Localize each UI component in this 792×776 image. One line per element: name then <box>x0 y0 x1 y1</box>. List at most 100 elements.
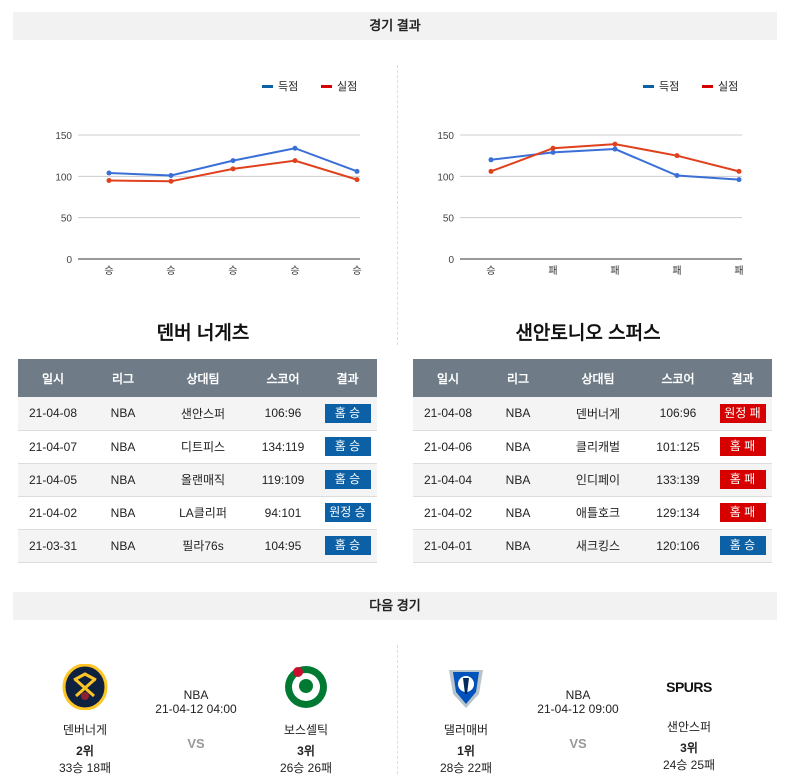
team-name: 보스셀틱 <box>283 723 329 737</box>
table-row[interactable]: 21-04-08 NBA 샌안스퍼 106:96 홈 승 <box>18 397 377 431</box>
cell: NBA <box>483 496 553 530</box>
data-point <box>612 141 618 147</box>
cell: 134:119 <box>248 430 318 464</box>
cell: NBA <box>483 529 553 563</box>
y-tick-label: 50 <box>61 214 73 225</box>
result-badge: 홈 패 <box>719 437 766 456</box>
cell: 애틀호크 <box>553 496 643 530</box>
column-header: 상대팀 <box>158 359 248 397</box>
data-point <box>168 173 174 179</box>
result-badge: 홈 승 <box>324 536 371 555</box>
column-header: 스코어 <box>248 359 318 397</box>
cell: NBA <box>88 430 158 464</box>
result-badge: 홈 승 <box>324 470 371 489</box>
cell: 119:109 <box>248 463 318 497</box>
data-point <box>354 177 360 183</box>
data-point <box>550 145 556 151</box>
divider <box>397 65 398 345</box>
data-point <box>674 173 680 179</box>
x-tick-label: 승 <box>352 265 361 277</box>
team-name: 댈러매버 <box>443 723 489 737</box>
cell: LA클리퍼 <box>158 496 248 530</box>
table-row[interactable]: 21-04-02 NBA LA클리퍼 94:101 원정 승 <box>18 496 377 530</box>
table-header: 일시 리그 상대팀 스코어 결과 <box>18 359 377 397</box>
cell: 21-04-06 <box>413 430 483 464</box>
vs-label: VS <box>187 736 205 751</box>
cell: 홈 승 <box>318 397 377 431</box>
cell: 133:139 <box>643 463 713 497</box>
result-badge: 원정 승 <box>324 503 371 522</box>
table-row[interactable]: 21-04-02 NBA 애틀호크 129:134 홈 패 <box>413 496 772 530</box>
legend-scored: 득점 <box>659 80 679 93</box>
x-tick-label: 패 <box>672 265 681 277</box>
cell: 120:106 <box>643 529 713 563</box>
team-record: 28승 22패 <box>439 761 493 775</box>
result-badge: 홈 승 <box>719 536 766 555</box>
column-header: 리그 <box>88 359 158 397</box>
cell: 21-03-31 <box>18 529 88 563</box>
cell: 106:96 <box>643 397 713 431</box>
game-info: NBA 21-04-12 04:00 VS <box>141 688 251 751</box>
result-badge: 홈 승 <box>324 403 371 423</box>
team-away[interactable]: SPURS 샌안스퍼 3위 24승 25패 <box>644 664 734 773</box>
y-tick-label: 150 <box>55 131 72 142</box>
legend-conceded-icon <box>702 85 713 88</box>
column-header: 일시 <box>413 359 483 397</box>
cell: NBA <box>483 463 553 497</box>
team-away[interactable]: 보스셀틱 3위 26승 26패 <box>261 664 351 776</box>
data-point <box>612 146 618 152</box>
celtics-logo-icon <box>285 666 327 708</box>
result-badge: 홈 패 <box>719 503 766 522</box>
cell: NBA <box>88 397 158 431</box>
team-home[interactable]: 댈러매버 1위 28승 22패 <box>421 664 511 776</box>
cell: 올랜매직 <box>158 463 248 497</box>
table-row[interactable]: 21-04-01 NBA 새크킹스 120:106 홈 승 <box>413 529 772 563</box>
cell: 101:125 <box>643 430 713 464</box>
vs-label: VS <box>569 736 587 751</box>
team-title-spurs: 샌안토니오 스퍼스 <box>515 323 661 344</box>
cell: 샌안스퍼 <box>158 397 248 431</box>
cell: 21-04-08 <box>18 397 88 431</box>
x-tick-label: 패 <box>548 265 557 277</box>
cell: 21-04-02 <box>413 496 483 530</box>
column-header: 상대팀 <box>553 359 643 397</box>
results-table-spurs: 일시 리그 상대팀 스코어 결과 21-04-08 NBA 덴버너게 106:96 원정 패 21-… <box>413 359 772 563</box>
table-row[interactable]: 21-03-31 NBA 필라76s 104:95 홈 승 <box>18 529 377 563</box>
data-point <box>106 170 112 176</box>
table-row[interactable]: 21-04-05 NBA 올랜매직 119:109 홈 승 <box>18 463 377 497</box>
team-name: 덴버너게 <box>62 723 108 737</box>
data-point <box>292 145 298 151</box>
data-point <box>674 153 680 159</box>
result-badge: 홈 승 <box>324 437 371 456</box>
cell: 21-04-01 <box>413 529 483 563</box>
series-line-scored <box>490 148 740 181</box>
cell: 홈 승 <box>713 529 772 563</box>
cell: NBA <box>88 463 158 497</box>
cell: 104:95 <box>248 529 318 563</box>
cell: 인디페이 <box>553 463 643 497</box>
league: NBA <box>183 688 209 702</box>
nuggets-logo-icon <box>62 663 108 711</box>
y-tick-label: 0 <box>448 255 454 266</box>
team-record: 26승 26패 <box>279 761 333 775</box>
legend-scored-icon <box>643 85 654 88</box>
cell: 21-04-04 <box>413 463 483 497</box>
table-header: 일시 리그 상대팀 스코어 결과 <box>413 359 772 397</box>
team-home[interactable]: 덴버너게 2위 33승 18패 <box>40 663 130 776</box>
table-row[interactable]: 21-04-04 NBA 인디페이 133:139 홈 패 <box>413 463 772 497</box>
data-point <box>550 149 556 155</box>
cell: NBA <box>88 529 158 563</box>
x-tick-label: 승 <box>228 265 237 277</box>
cell: 94:101 <box>248 496 318 530</box>
cell: 129:134 <box>643 496 713 530</box>
table-row[interactable]: 21-04-06 NBA 클리캐벌 101:125 홈 패 <box>413 430 772 464</box>
team-rank: 3위 <box>680 741 698 755</box>
result-badge: 원정 패 <box>719 403 766 423</box>
x-tick-label: 패 <box>610 265 619 277</box>
table-row[interactable]: 21-04-07 NBA 디트피스 134:119 홈 승 <box>18 430 377 464</box>
chart-denver: 0 50 100 150 승 승 승 승 승 득점 실점 <box>55 80 361 277</box>
team-record: 24승 25패 <box>662 758 716 772</box>
table-row[interactable]: 21-04-08 NBA 덴버너게 106:96 원정 패 <box>413 397 772 431</box>
team-name: 샌안스퍼 <box>666 720 712 734</box>
game-datetime: 21-04-12 04:00 <box>155 702 237 716</box>
